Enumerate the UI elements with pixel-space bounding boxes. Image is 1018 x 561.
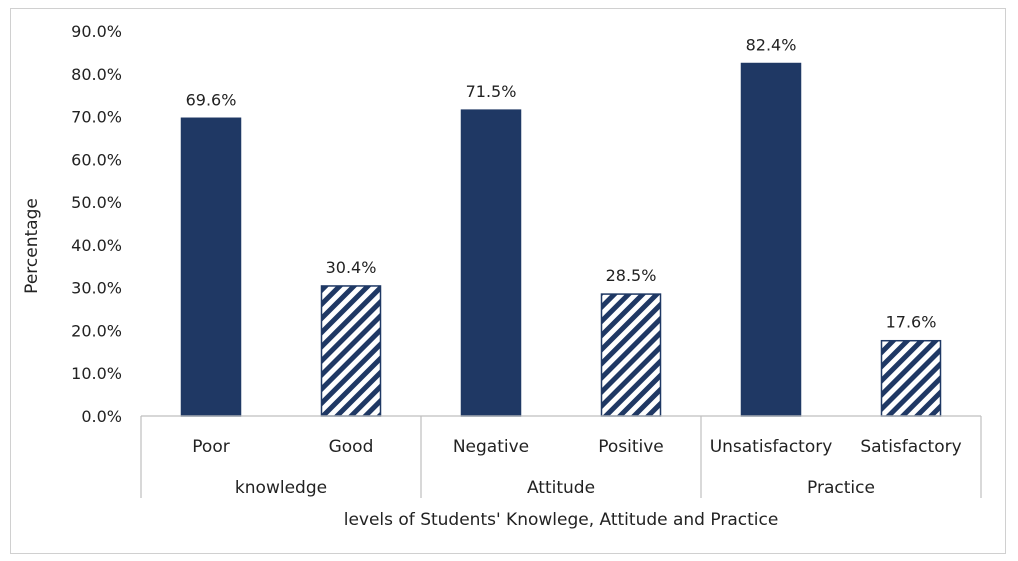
bar-good — [320, 285, 382, 417]
group-label: Attitude — [527, 478, 595, 498]
y-tick-label: 40.0% — [71, 236, 122, 255]
data-label: 71.5% — [466, 82, 517, 101]
group-label: Practice — [807, 478, 875, 498]
y-tick-label: 20.0% — [71, 321, 122, 340]
category-label: Satisfactory — [860, 437, 961, 457]
y-tick-label: 0.0% — [81, 407, 122, 426]
y-tick-label: 30.0% — [71, 279, 122, 298]
data-label: 28.5% — [606, 266, 657, 285]
data-label: 30.4% — [326, 258, 377, 277]
category-label: Unsatisfactory — [710, 437, 833, 457]
y-tick-label: 60.0% — [71, 150, 122, 169]
data-label: 17.6% — [886, 313, 937, 332]
x-axis — [140, 415, 982, 498]
bar-satisfactory — [880, 339, 942, 417]
x-axis-category-labels: Poor Good knowledge Negative Positive Attitud… — [192, 437, 961, 498]
bar-poor — [180, 117, 242, 417]
group-label: knowledge — [235, 478, 327, 498]
y-tick-label: 50.0% — [71, 193, 122, 212]
category-label: Negative — [453, 437, 529, 457]
bar-negative — [460, 109, 522, 417]
x-axis-title: levels of Students' Knowlege, Attitude a… — [344, 510, 779, 530]
bars: 69.6% 30.4% 71.5% 28.5% 82.4% 17.6% — [180, 36, 942, 417]
category-label: Poor — [192, 437, 229, 457]
category-label: Positive — [598, 437, 664, 457]
y-tick-label: 10.0% — [71, 364, 122, 383]
data-label: 69.6% — [186, 90, 237, 109]
y-axis-title: Percentage — [22, 198, 42, 294]
category-label: Good — [329, 437, 374, 457]
bar-unsatisfactory — [740, 62, 802, 417]
y-tick-label: 90.0% — [71, 22, 122, 41]
data-label: 82.4% — [746, 36, 797, 55]
bar-positive — [600, 293, 662, 417]
y-tick-label: 80.0% — [71, 65, 122, 84]
y-axis-tick-labels: 0.0% 10.0% 20.0% 30.0% 40.0% 50.0% 60.0% 70.0% 8… — [71, 22, 122, 426]
y-tick-label: 70.0% — [71, 108, 122, 127]
